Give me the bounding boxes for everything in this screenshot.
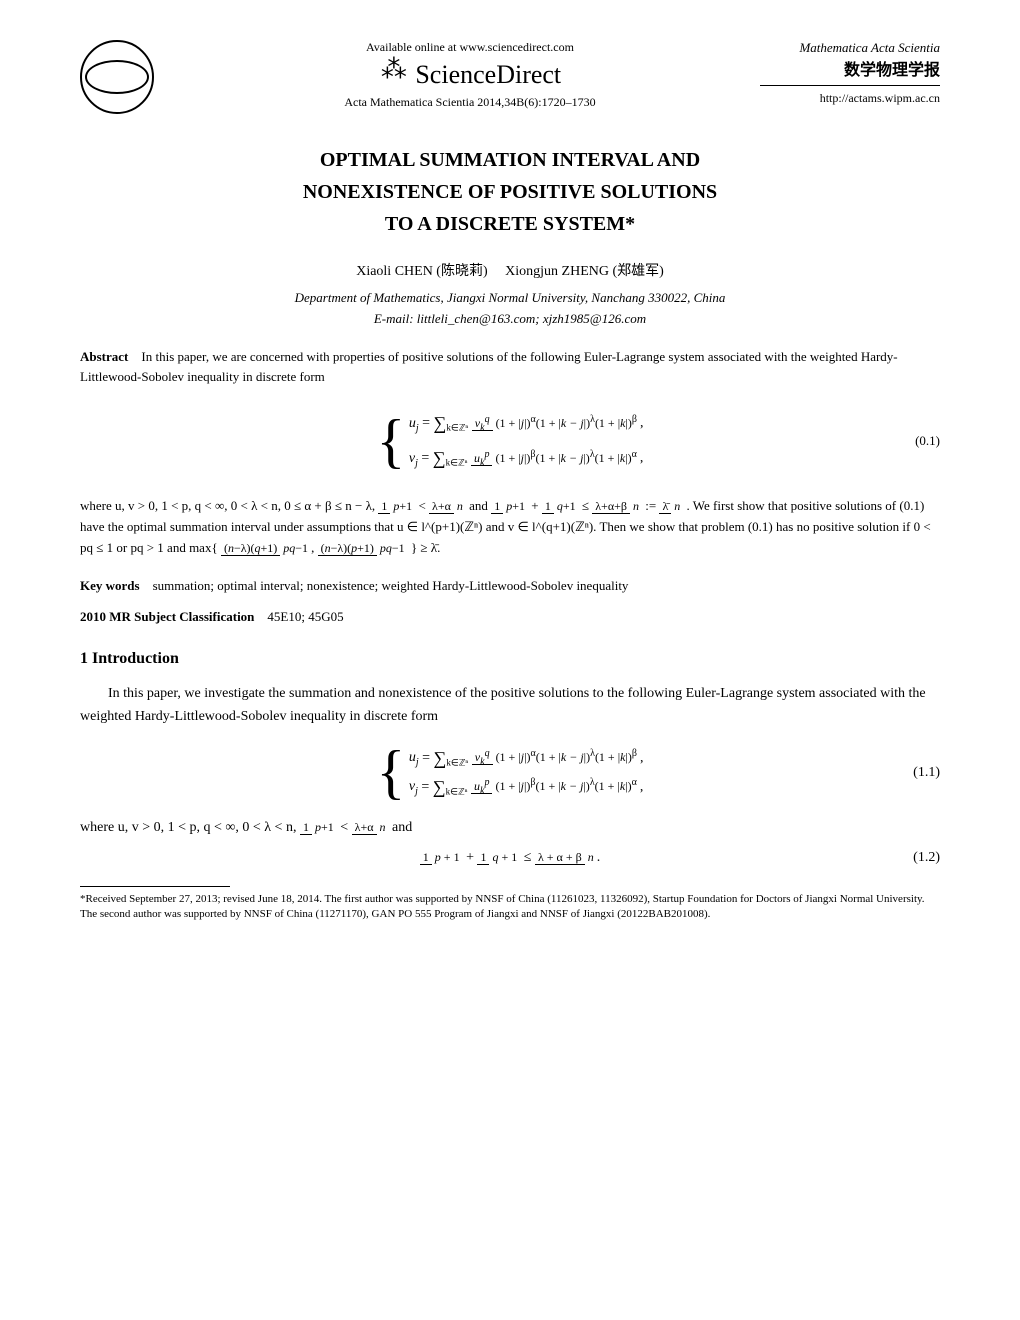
journal-title-box: Mathematica Acta Scientia 数学物理学报 [760,40,940,86]
sciencedirect-brand: ⁂ ScienceDirect [180,60,760,90]
abstract-block: Abstract In this paper, we are concerned… [80,347,940,558]
msc-codes: 45E10; 45G05 [267,609,343,624]
header-center: Available online at www.sciencedirect.co… [180,40,760,110]
keywords-block: Key words summation; optimal interval; n… [80,578,940,594]
equation-1-1: { uj = ∑k∈ℤⁿ vkq(1 + |j|)α(1 + |k − j|)λ… [80,738,940,807]
keywords-label: Key words [80,578,140,593]
sciencedirect-dots-icon: ⁂ [379,55,409,75]
publisher-logo [80,40,180,114]
msc-block: 2010 MR Subject Classification 45E10; 45… [80,609,940,625]
msc-label: 2010 MR Subject Classification [80,609,254,624]
authors-line: Xiaoli CHEN (陈晓莉) Xiongjun ZHENG (郑雄军) [80,260,940,280]
author-1: Xiaoli CHEN (陈晓莉) [356,264,487,279]
header-right: Mathematica Acta Scientia 数学物理学报 http://… [760,40,940,106]
left-brace-icon: { [377,396,406,486]
eq-0-1-line-1: uj = ∑k∈ℤⁿ vkq(1 + |j|)α(1 + |k − j|)λ(1… [409,410,644,437]
author-2: Xiongjun ZHENG (郑雄军) [505,264,664,279]
abstract-label: Abstract [80,349,128,364]
affiliation-email: E-mail: littleli_chen@163.com; xjzh1985@… [80,311,940,327]
section-1-heading: 1 Introduction [80,650,940,668]
journal-url: http://actams.wipm.ac.cn [760,91,940,106]
elsevier-logo-icon [80,40,154,114]
available-online-text: Available online at www.sciencedirect.co… [180,40,760,55]
affiliation-dept: Department of Mathematics, Jiangxi Norma… [80,290,940,306]
intro-where-line: where u, v > 0, 1 < p, q < ∞, 0 < λ < n,… [80,817,940,839]
eq-1-2-content: 1p + 1 + 1q + 1 ≤ λ + α + βn. [420,850,600,866]
eq-1-1-line-1: uj = ∑k∈ℤⁿ vkq(1 + |j|)α(1 + |k − j|)λ(1… [409,748,644,769]
left-brace-icon: { [377,738,406,807]
eq-1-1-number: (1.1) [913,765,940,781]
abstract-conditions: where u, v > 0, 1 < p, q < ∞, 0 < λ < n,… [80,496,940,558]
equation-0-1: { uj = ∑k∈ℤⁿ vkq(1 + |j|)α(1 + |k − j|)λ… [80,396,940,486]
journal-reference: Acta Mathematica Scientia 2014,34B(6):17… [180,95,760,110]
journal-latin-title: Mathematica Acta Scientia [760,40,940,56]
eq-0-1-line-2: vj = ∑k∈ℤⁿ ukp(1 + |j|)β(1 + |k − j|)λ(1… [409,445,644,472]
eq-1-2-number: (1.2) [913,850,940,866]
journal-chinese-title: 数学物理学报 [760,56,940,80]
intro-paragraph-1: In this paper, we investigate the summat… [80,683,940,728]
keywords-text: summation; optimal interval; nonexistenc… [153,578,629,593]
paper-title: OPTIMAL SUMMATION INTERVAL AND NONEXISTE… [80,144,940,240]
page-header: Available online at www.sciencedirect.co… [80,40,940,114]
equation-1-2: 1p + 1 + 1q + 1 ≤ λ + α + βn. (1.2) [80,850,940,866]
footnote-separator [80,886,230,887]
abstract-text: In this paper, we are concerned with pro… [80,349,898,384]
eq-0-1-number: (0.1) [915,431,940,451]
eq-1-1-line-2: vj = ∑k∈ℤⁿ ukp(1 + |j|)β(1 + |k − j|)λ(1… [409,777,644,798]
footnote-text: *Received September 27, 2013; revised Ju… [80,892,940,923]
